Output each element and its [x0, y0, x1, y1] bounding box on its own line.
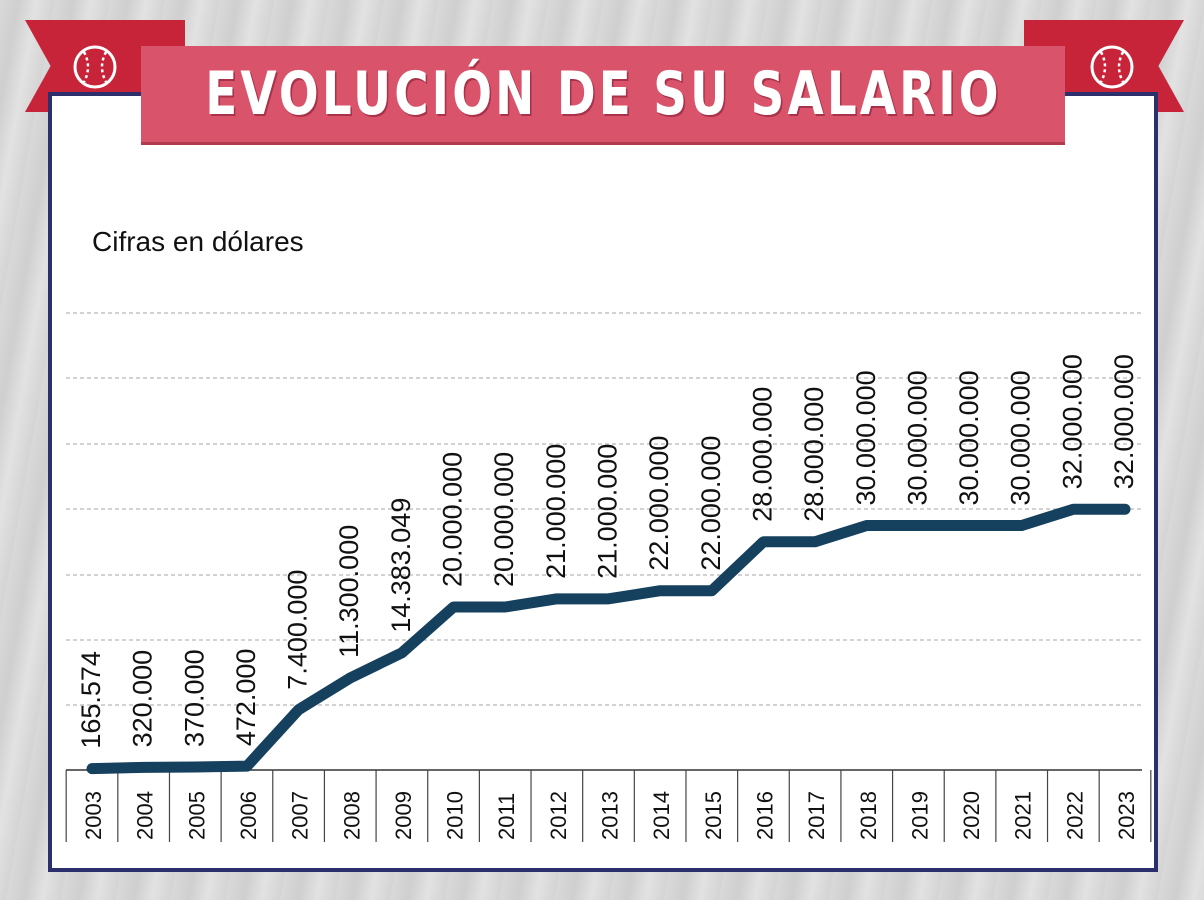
x-tick-label: 2011: [494, 793, 519, 840]
data-label: 32.000.000: [1057, 354, 1087, 489]
x-tick-label: 2005: [184, 791, 209, 840]
x-tick-label: 2012: [546, 791, 571, 840]
data-label: 11.300.000: [334, 525, 364, 658]
title-banner: EVOLUCIÓN DE SU SALARIO: [141, 46, 1065, 142]
data-label: 14.383.049: [386, 498, 416, 633]
x-tick-label: 2006: [236, 791, 261, 840]
x-tick-label: 2019: [907, 791, 932, 840]
x-tick-label: 2017: [804, 791, 829, 840]
data-label: 22.000.000: [644, 436, 674, 571]
data-label: 30.000.000: [851, 370, 881, 505]
data-label: 22.000.000: [696, 436, 726, 571]
baseball-icon: [1090, 45, 1134, 89]
chart-panel: [48, 92, 1158, 872]
data-label: 30.000.000: [902, 370, 932, 505]
line-layer: [86, 503, 1131, 775]
x-tick-label: 2023: [1114, 791, 1139, 840]
x-tick-label: 2016: [752, 791, 777, 840]
x-axis: 2003 2004 2005 2006 2007 2008 2009 2010 2011 2012…: [65, 769, 1152, 842]
grid-lines: [66, 312, 1142, 706]
x-tick-label: 2022: [1062, 791, 1087, 840]
data-label: 20.000.000: [489, 452, 519, 587]
x-tick-label: 2018: [856, 791, 881, 840]
x-tick-label: 2004: [133, 791, 158, 840]
data-label: 28.000.000: [747, 387, 777, 522]
chart-subtitle: Cifras en dólares: [92, 226, 304, 257]
data-label: 370.000: [179, 649, 209, 747]
x-tick-label: 2021: [1011, 791, 1036, 840]
data-label: 320.000: [128, 650, 158, 748]
x-tick-label: 2013: [598, 791, 623, 840]
x-tick-label: 2010: [443, 791, 468, 840]
baseball-icon: [73, 45, 117, 89]
x-tick-label: 2020: [959, 791, 984, 840]
data-label: 472.000: [231, 649, 261, 747]
chart-title: EVOLUCIÓN DE SU SALARIO: [204, 59, 1002, 129]
x-tick-label: 2007: [288, 791, 313, 840]
data-label: 21.000.000: [593, 444, 623, 579]
data-label: 28.000.000: [799, 387, 829, 522]
data-label: 7.400.000: [283, 570, 313, 690]
data-label: 30.000.000: [1006, 370, 1036, 505]
x-tick-label: 2009: [391, 791, 416, 840]
x-tick-label: 2003: [81, 791, 106, 840]
x-tick-label: 2008: [339, 791, 364, 840]
data-label: 165.574: [76, 651, 106, 749]
data-label: 32.000.000: [1109, 354, 1139, 489]
x-tick-label: 2014: [649, 791, 674, 840]
x-tick-label: 2015: [701, 791, 726, 840]
data-labels: 165.574 320.000 370.000 472.000 7.400.000 11.…: [76, 354, 1139, 749]
data-label: 21.000.000: [541, 444, 571, 579]
data-label: 30.000.000: [954, 370, 984, 505]
data-label: 20.000.000: [438, 452, 468, 587]
